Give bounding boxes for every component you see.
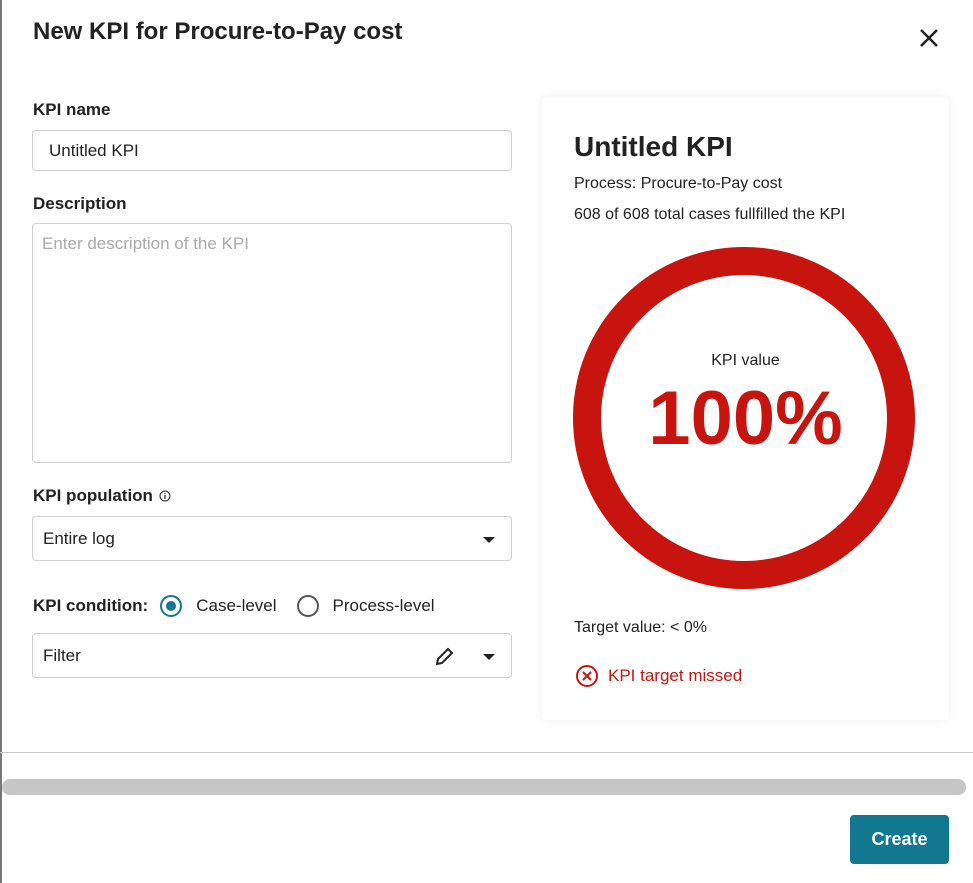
radio-case-level[interactable] (160, 595, 183, 617)
kpi-value: 100% (648, 376, 843, 461)
kpi-value-label: KPI value (711, 352, 780, 369)
error-circle-icon (576, 665, 598, 687)
close-icon[interactable] (915, 24, 943, 52)
dialog-title: New KPI for Procure-to-Pay cost (33, 18, 403, 45)
horizontal-scrollbar[interactable] (2, 779, 966, 795)
population-label-row: KPI population (33, 486, 171, 506)
kpi-gauge (573, 247, 915, 589)
window-edge (0, 0, 2, 883)
chevron-down-icon (483, 537, 495, 543)
status-text: KPI target missed (608, 666, 743, 685)
process-level-label[interactable]: Process-level (332, 596, 435, 615)
divider (0, 752, 973, 753)
case-level-label[interactable]: Case-level (196, 596, 277, 615)
info-icon[interactable] (159, 490, 171, 502)
status-row: KPI target missed (575, 664, 742, 688)
condition-label: KPI condition: (33, 596, 149, 615)
description-label: Description (33, 194, 127, 213)
kpi-name-label: KPI name (33, 100, 111, 119)
preview-cases: 608 of 608 total cases fullfilled the KP… (574, 206, 846, 223)
gauge-arc (573, 247, 915, 589)
preview-process: Process: Procure-to-Pay cost (574, 175, 783, 192)
create-button[interactable]: Create (850, 815, 949, 864)
kpi-name-input[interactable]: Untitled KPI (32, 130, 512, 171)
preview-title: Untitled KPI (574, 131, 733, 162)
population-select[interactable]: Entire log (32, 516, 512, 561)
population-label: KPI population (33, 486, 153, 505)
pencil-icon[interactable] (433, 646, 455, 668)
kpi-preview-card: Untitled KPI Process: Procure-to-Pay cos… (542, 97, 949, 720)
chevron-down-icon (483, 654, 495, 660)
description-textarea[interactable]: Enter description of the KPI (32, 223, 512, 463)
population-value: Entire log (43, 528, 115, 548)
condition-row: KPI condition: Case-level Process-level (33, 595, 435, 617)
filter-value: Filter (43, 645, 81, 665)
radio-process-level[interactable] (296, 595, 319, 617)
filter-select[interactable]: Filter (32, 633, 512, 678)
target-value: Target value: < 0% (574, 619, 707, 636)
